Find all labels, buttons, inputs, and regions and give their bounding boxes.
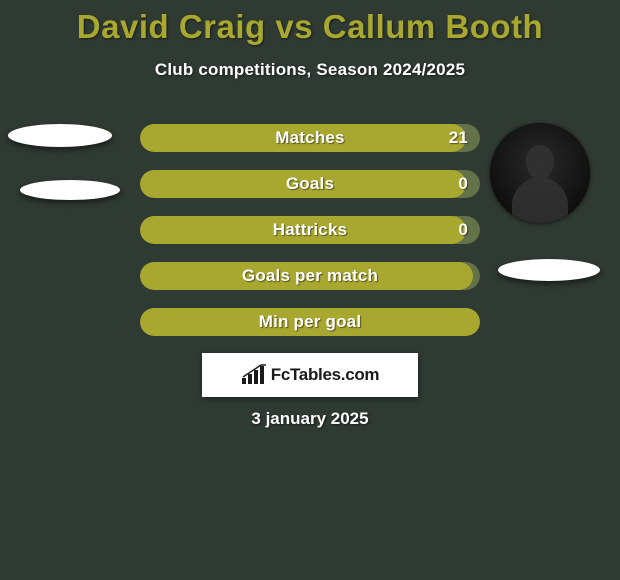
bar-chart-icon — [241, 364, 267, 386]
player-2-name: Callum Booth — [323, 8, 543, 45]
silhouette-icon — [490, 123, 590, 223]
stat-bar: Hattricks 0 — [140, 216, 480, 244]
stat-bar: Goals per match — [140, 262, 480, 290]
player-1-name: David Craig — [77, 8, 266, 45]
stat-bar: Min per goal — [140, 308, 480, 336]
bar-label: Matches — [275, 128, 344, 148]
bar-value-right: 0 — [458, 174, 468, 194]
comparison-card: David Craig vs Callum Booth Club competi… — [0, 0, 620, 580]
left-blip-2 — [20, 180, 120, 200]
subtitle: Club competitions, Season 2024/2025 — [0, 60, 620, 80]
right-blip-1 — [498, 259, 600, 281]
attribution-text: FcTables.com — [271, 365, 380, 385]
left-blip-1 — [8, 124, 112, 147]
date-text: 3 january 2025 — [0, 409, 620, 429]
bar-label: Min per goal — [259, 312, 362, 332]
stat-bars: Matches 21 Goals 0 Hattricks 0 Goals per match… — [140, 124, 480, 336]
player-2-avatar — [490, 123, 590, 223]
stat-bar: Matches 21 — [140, 124, 480, 152]
page-title: David Craig vs Callum Booth — [0, 8, 620, 46]
bar-label: Goals — [286, 174, 334, 194]
attribution-box: FcTables.com — [202, 353, 418, 397]
bar-label: Hattricks — [273, 220, 348, 240]
bar-label: Goals per match — [242, 266, 378, 286]
stat-bar: Goals 0 — [140, 170, 480, 198]
bar-value-right: 21 — [449, 128, 468, 148]
vs-word: vs — [275, 8, 313, 45]
bar-value-right: 0 — [458, 220, 468, 240]
